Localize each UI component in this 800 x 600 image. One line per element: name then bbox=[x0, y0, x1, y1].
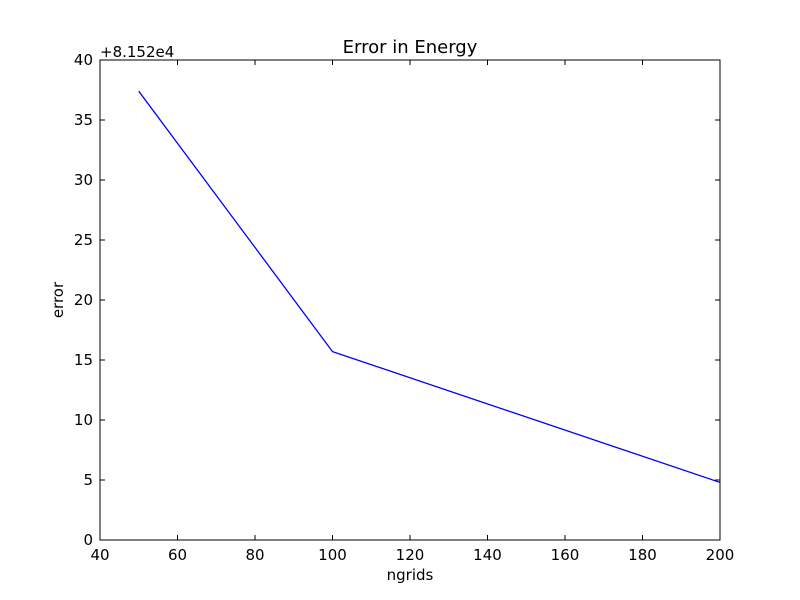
x-tick-label: 160 bbox=[551, 546, 580, 564]
x-tick-label: 120 bbox=[396, 546, 425, 564]
x-tick-label: 180 bbox=[628, 546, 657, 564]
x-tick-label: 100 bbox=[318, 546, 347, 564]
y-tick-label: 5 bbox=[83, 471, 93, 489]
y-tick-label: 0 bbox=[83, 531, 93, 549]
y-axis-label: error bbox=[49, 281, 67, 318]
x-tick-label: 80 bbox=[245, 546, 264, 564]
y-tick-label: 40 bbox=[74, 51, 93, 69]
y-offset-label: +8.152e4 bbox=[100, 43, 174, 61]
x-tick-label: 200 bbox=[706, 546, 735, 564]
y-tick-label: 30 bbox=[74, 171, 93, 189]
y-tick-label: 15 bbox=[74, 351, 93, 369]
x-tick-label: 140 bbox=[473, 546, 502, 564]
x-tick-label: 40 bbox=[90, 546, 109, 564]
y-tick-label: 25 bbox=[74, 231, 93, 249]
y-tick-label: 10 bbox=[74, 411, 93, 429]
chart-title: Error in Energy bbox=[343, 37, 478, 58]
series-line-0 bbox=[138, 90, 720, 484]
x-tick-label: 60 bbox=[168, 546, 187, 564]
y-tick-label: 35 bbox=[74, 111, 93, 129]
y-tick-label: 20 bbox=[74, 291, 93, 309]
x-axis-label: ngrids bbox=[387, 566, 434, 584]
plot-area: 40 60 80 100 120 140 160 180 200 0 5 10 15 20 25 30 35 40 bbox=[74, 51, 734, 564]
